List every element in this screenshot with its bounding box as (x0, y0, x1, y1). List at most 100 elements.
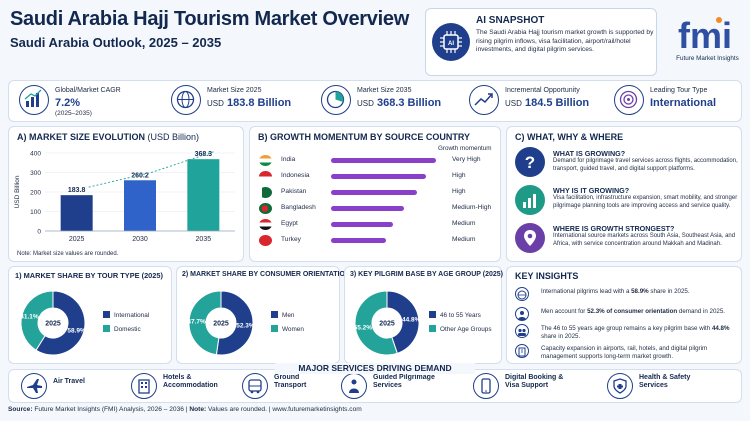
why-title: WHY IS IT GROWING? (553, 186, 630, 195)
bar-value-label: 183.8 (68, 187, 86, 194)
trend-line (88, 150, 216, 188)
growth-level: High (452, 172, 466, 179)
insight-bold: 52.3% of consumer orientation (587, 308, 678, 315)
donut-chart-age: 44.8% 55.2% 2025 (354, 290, 421, 356)
heading-unit: (USD Billion) (147, 132, 200, 142)
bus-icon (242, 373, 268, 399)
services-heading: MAJOR SERVICES DRIVING DEMAND (298, 363, 452, 373)
growth-heading: B) GROWTH MOMENTUM BY SOURCE COUNTRY (258, 132, 470, 142)
airplane-icon (21, 373, 47, 399)
service-label-line: Services (373, 382, 402, 389)
donut-center-label: 2025 (45, 321, 61, 328)
service-label-line: Services (639, 382, 668, 389)
donut-heading: 3) KEY PILGRIM BASE BY AGE GROUP (2025) (350, 271, 504, 278)
donut-slice (20, 290, 54, 351)
service-label-line: Transport (274, 382, 307, 389)
service-label: Digital Booking & Visa Support (505, 374, 563, 390)
globe-icon (171, 85, 201, 115)
service-label-line: Visa Support (505, 382, 549, 389)
legend-item: Women (271, 325, 304, 333)
donut-slice (386, 290, 420, 354)
legend-label: Women (282, 326, 304, 333)
country-name: Pakistan (281, 188, 307, 195)
globe-icon (515, 287, 529, 301)
donut-heading: 2) MARKET SHARE BY CONSUMER ORIENTATION … (182, 271, 373, 278)
country-flag-icon (259, 187, 272, 198)
footer-note-label: Note: (189, 406, 207, 413)
fmi-logo: fmi (665, 12, 745, 72)
donut-panel-orientation: 2) MARKET SHARE BY CONSUMER ORIENTATION … (176, 266, 372, 364)
growth-bar (331, 206, 404, 211)
kpi-number: 184.5 Billion (524, 97, 590, 109)
bar-growth-icon (515, 185, 545, 215)
donut-hole (373, 309, 401, 337)
growth-level: Very High (452, 156, 481, 163)
footer: Source: Future Market Insights (FMI) Ana… (8, 406, 362, 413)
donut-slice-label: 52.3% (236, 322, 255, 329)
kpi-label: Market Size 2035 (357, 87, 412, 94)
donut-center-label: 2025 (379, 321, 395, 328)
svg-text:?: ? (525, 153, 535, 172)
growth-row: Bangladesh Medium-High (259, 202, 499, 216)
insight-text: Capacity expansion in airports, rail, ho… (541, 345, 708, 360)
ai-snapshot-card: AI AI SNAPSHOT The Saudi Arabia Hajj tou… (425, 8, 657, 76)
page-subtitle: Saudi Arabia Outlook, 2025 – 2035 (10, 35, 222, 50)
insight-text: International pilgrims lead with a 58.9%… (541, 288, 741, 296)
insight-bold: 58.9% (631, 288, 649, 295)
services-row: Air Travel Hotels & Accommodation Ground T… (8, 369, 742, 403)
donut-center-label: 2025 (213, 321, 229, 328)
growth-level: Medium (452, 236, 476, 243)
bar (187, 159, 220, 231)
x-tick-label: 2030 (132, 236, 148, 243)
donut-slice-label: 55.2% (354, 324, 373, 331)
y-tick-label: 200 (30, 190, 41, 197)
location-pin-icon (515, 223, 545, 253)
kpi-value: 7.2% (55, 97, 81, 109)
service-label: Air Travel (53, 378, 85, 385)
insight-post: share in 2025. (648, 288, 690, 295)
person-icon (515, 307, 529, 321)
what-text: Demand for pilgrimage travel services ac… (553, 158, 738, 172)
donut-slice (215, 290, 254, 356)
services-heading-bg (275, 363, 475, 374)
legend-label: 46 to 55 Years (440, 312, 481, 319)
kpi-sub: (2025–2035) (55, 110, 92, 117)
ai-chip-icon: AI (432, 23, 470, 61)
kpi-label: Global/Market CAGR (55, 87, 121, 94)
donut-chart-tour-type: 58.9% 41.1% 2025 (20, 290, 86, 356)
insight-pre: The 46 to 55 years age group remains a k… (541, 325, 712, 332)
ai-snapshot-text: The Saudi Arabia Hajj tourism market gro… (476, 29, 654, 54)
service-label: Guided Pilgrimage Services (373, 374, 435, 390)
pie-chart-icon (321, 85, 351, 115)
kpi-value: USD 368.3 Billion (357, 97, 441, 109)
market-size-heading: A) MARKET SIZE EVOLUTION (USD Billion) (17, 132, 199, 142)
kpi-prefix: USD (357, 99, 374, 108)
legend-label: Men (282, 312, 295, 319)
footer-url[interactable]: www.futuremarketinsights.com (272, 406, 362, 413)
service-label-line: Digital Booking & (505, 374, 564, 381)
legend-item: Domestic (103, 325, 141, 333)
y-axis-label: USD Billion (14, 175, 21, 208)
kpi-number: 183.8 Billion (226, 97, 292, 109)
legend-item: International (103, 311, 149, 319)
growth-panel: B) GROWTH MOMENTUM BY SOURCE COUNTRY Gro… (249, 126, 501, 262)
bar (60, 195, 93, 231)
service-label-line: Ground (274, 374, 300, 381)
donut-slice-label: 41.1% (20, 314, 39, 321)
growth-bar (331, 174, 426, 179)
service-label: Health & Safety Services (639, 374, 690, 390)
growth-row: Pakistan High (259, 186, 499, 200)
insight-text: Men account for 52.3% of consumer orient… (541, 308, 741, 316)
what-why-list: ? WHAT IS GROWING? Demand for pilgrimage… (515, 147, 741, 259)
service-label: Ground Transport (274, 374, 306, 390)
heading-text: A) MARKET SIZE EVOLUTION (17, 132, 145, 142)
legend-item: Men (271, 311, 294, 319)
svg-text:AI: AI (448, 41, 454, 47)
legend-label: International (114, 312, 150, 319)
insight-text: The 46 to 55 years age group remains a k… (541, 325, 741, 340)
x-tick-label: 2035 (196, 236, 212, 243)
kpi-label: Leading Tour Type (650, 87, 708, 94)
footer-source: Future Market Insights (FMI) Analysis, 2… (34, 406, 184, 413)
country-flag-icon (259, 155, 272, 166)
bar-value-label: 368.3 (195, 151, 213, 158)
